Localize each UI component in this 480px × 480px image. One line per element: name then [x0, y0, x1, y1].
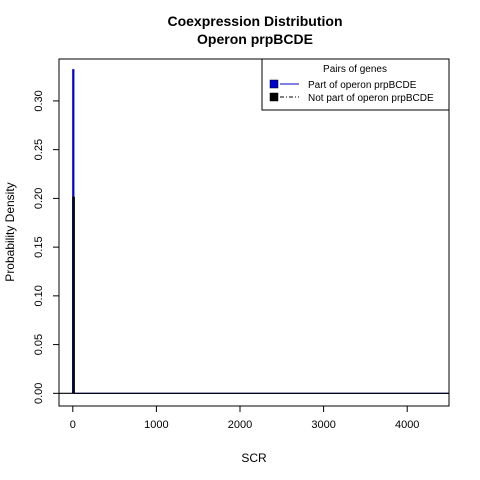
y-tick-label: 0.30	[33, 90, 45, 111]
chart-title: Coexpression Distribution	[167, 13, 342, 29]
series-line-not-part-of-operon	[59, 196, 449, 394]
series-layer	[59, 69, 449, 394]
y-axis: 0.00 0.05 0.10 0.15 0.20 0.25 0.30	[33, 90, 59, 404]
y-tick-label: 0.05	[33, 334, 45, 355]
series-group	[59, 69, 449, 394]
x-axis: 0 1000 2000 3000 4000	[70, 406, 419, 431]
x-tick-label: 2000	[228, 419, 252, 431]
y-tick-label: 0.15	[33, 236, 45, 257]
legend: Pairs of genes Part of operon prpBCDE No…	[261, 58, 450, 111]
legend-title: Pairs of genes	[323, 64, 387, 75]
legend-swatch-not-part-of-operon	[269, 92, 279, 102]
plot-frame	[58, 58, 450, 407]
x-tick-label: 0	[70, 419, 76, 431]
y-tick-label: 0.25	[33, 139, 45, 160]
y-tick-label: 0.20	[33, 188, 45, 209]
legend-swatch-part-of-operon	[269, 79, 279, 89]
legend-label-not-part-of-operon: Not part of operon prpBCDE	[308, 93, 434, 104]
y-tick-label: 0.10	[33, 285, 45, 306]
x-tick-label: 3000	[311, 419, 335, 431]
x-axis-label: SCR	[241, 451, 267, 465]
x-tick-label: 1000	[144, 419, 168, 431]
y-tick-label: 0.00	[33, 383, 45, 404]
legend-label-part-of-operon: Part of operon prpBCDE	[308, 80, 417, 91]
x-tick-label: 4000	[395, 419, 419, 431]
chart-subtitle: Operon prpBCDE	[197, 31, 313, 47]
y-axis-label: Probability Density	[3, 182, 17, 281]
